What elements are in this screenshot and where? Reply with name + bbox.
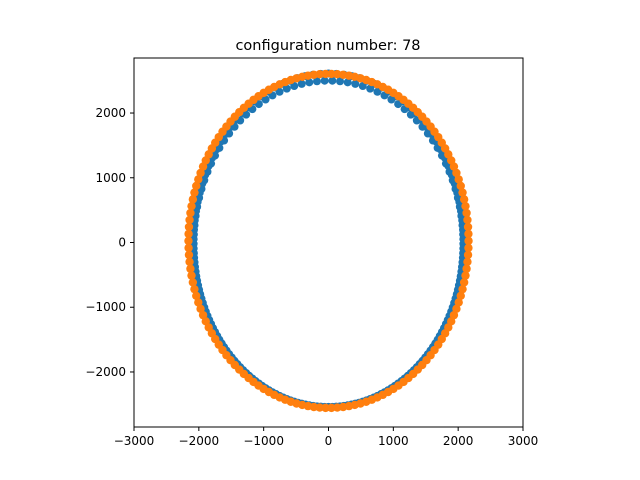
x-tick-label: −2000 (179, 434, 220, 448)
series-1-point (192, 181, 201, 191)
x-axis: −3000 −2000 −1000 0 1000 2000 3000 (114, 427, 539, 448)
series-1-point (184, 243, 193, 253)
series-0-point (305, 78, 314, 87)
series-0-point (297, 79, 306, 88)
chart-title: configuration number: 78 (235, 38, 420, 54)
series-1-point (190, 284, 199, 294)
series-1-point (187, 271, 196, 280)
series-1-point (462, 264, 471, 273)
series-1-point (463, 250, 473, 260)
series-1-point (449, 310, 459, 320)
series-1-point (456, 181, 465, 191)
series-1-point (190, 188, 199, 197)
series-0-point (336, 77, 345, 86)
series-0-point (328, 76, 337, 85)
y-tick-label: 0 (118, 236, 126, 250)
series-1-point (456, 291, 465, 301)
series-1-point (184, 236, 193, 246)
series-1-point (186, 208, 195, 218)
series-1-point (464, 229, 473, 239)
series-1-point (452, 304, 461, 314)
series-1-point (452, 168, 461, 178)
series-1-point (196, 304, 205, 314)
series-1-point (327, 69, 336, 79)
series-1-point (186, 264, 195, 273)
series-1-point (184, 229, 193, 239)
series-1-point (454, 175, 463, 184)
series-1-point (196, 168, 205, 178)
x-tick-label: 2000 (443, 434, 474, 448)
series-1-point (321, 403, 330, 413)
series-1-point (461, 271, 470, 280)
series-1-point (464, 243, 473, 253)
series-0-point (312, 77, 321, 86)
series-0-point (437, 151, 446, 160)
x-tick-label: −3000 (114, 434, 155, 448)
series-1-point (185, 257, 194, 267)
series-1-point (464, 236, 473, 246)
series-1-point (198, 162, 208, 171)
series-1-point (194, 175, 203, 184)
series-1-point (461, 201, 470, 211)
series-0-point (423, 129, 432, 138)
series-1-point (194, 298, 203, 307)
series-1-point (185, 215, 194, 225)
y-axis: −2000 −1000 0 1000 2000 (85, 106, 134, 379)
series-1-point (184, 250, 194, 260)
series-1-point (463, 215, 472, 225)
x-tick-label: −1000 (243, 434, 284, 448)
series-1-point (188, 278, 198, 287)
series-1-point (462, 208, 471, 218)
series-0-point (320, 76, 329, 85)
series-1-point (463, 222, 473, 232)
series-1-point (458, 284, 467, 294)
series-0-point (366, 84, 375, 93)
y-tick-label: −2000 (85, 365, 126, 379)
series-1-point (187, 201, 196, 211)
series-1-point (192, 291, 201, 301)
series-1-point (184, 222, 194, 232)
x-tick-label: 0 (325, 434, 333, 448)
series-0-point (373, 87, 382, 96)
y-tick-label: −1000 (85, 300, 126, 314)
series-1-point (463, 257, 472, 267)
series-1-point (458, 188, 467, 197)
x-tick-label: 1000 (378, 434, 409, 448)
y-tick-label: 1000 (95, 171, 126, 185)
series-1-point (459, 278, 469, 287)
series-0-point (387, 95, 396, 104)
series-0-point (406, 110, 415, 119)
y-tick-label: 2000 (95, 106, 126, 120)
series-0-point (343, 78, 352, 87)
data-points (184, 69, 473, 413)
series-0-point (351, 79, 360, 88)
series-1-point (188, 195, 198, 204)
series-1-point (459, 195, 469, 204)
x-tick-label: 3000 (508, 434, 539, 448)
series-0-point (358, 82, 367, 91)
series-1-point (454, 298, 463, 307)
